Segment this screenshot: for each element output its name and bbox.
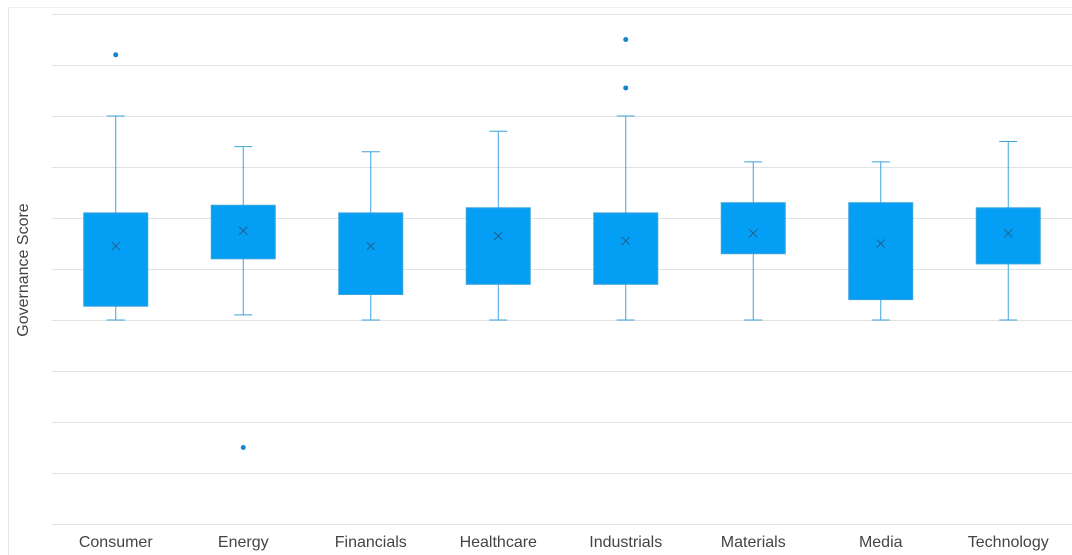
outlier [623,85,629,91]
mean-marker [748,228,758,238]
x-tick-label: Financials [335,534,407,551]
outlier [623,37,629,42]
mean-marker [621,236,631,246]
box [465,207,531,285]
box [83,212,149,307]
x-tick-label: Consumer [79,534,153,551]
box [848,202,914,301]
box [593,212,659,285]
x-tick-label: Healthcare [460,534,537,551]
mean-marker [876,239,886,248]
mean-marker [1003,228,1013,238]
outlier [240,445,246,450]
mean-marker [111,241,121,251]
y-axis-label: Governance Score [15,203,32,337]
mean-marker [238,226,248,236]
x-tick-label: Industrials [589,534,662,551]
mean-marker [366,241,376,251]
box [720,202,786,255]
x-tick-label: Materials [721,534,786,551]
box [338,212,404,295]
box [210,204,276,260]
x-tick-label: Energy [218,534,269,551]
mean-marker [493,231,503,241]
box [975,207,1041,265]
x-tick-label: Technology [968,534,1049,551]
x-tick-label: Media [859,534,903,551]
outlier [113,52,119,58]
